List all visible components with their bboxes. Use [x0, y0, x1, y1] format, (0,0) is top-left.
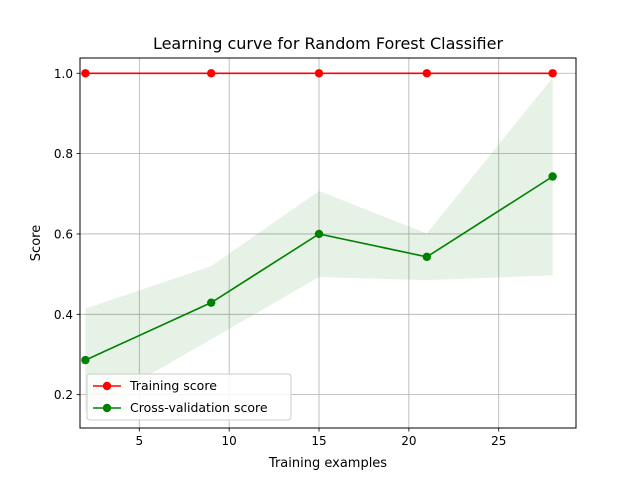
x-axis-label: Training examples [268, 456, 387, 471]
y-tick-label: 0.8 [54, 147, 73, 161]
cross-validation-score-point [314, 229, 324, 239]
x-tick-label: 20 [401, 434, 416, 448]
cross-validation-score-point [548, 172, 557, 181]
x-tick-label: 5 [135, 434, 143, 448]
y-tick-label: 0.4 [54, 308, 73, 322]
cross-validation-score-point [81, 355, 90, 365]
legend-box [86, 373, 292, 421]
score-bands [85, 77, 553, 412]
y-axis-ticks: 0.2 0.4 0.6 0.8 1.0 [54, 67, 80, 402]
training-score-point [548, 69, 557, 78]
series-points [81, 69, 557, 365]
y-tick-label: 0.6 [54, 227, 73, 241]
x-tick-label: 25 [491, 434, 506, 448]
plot-frame [79, 57, 577, 429]
y-tick-label: 0.2 [54, 388, 73, 402]
x-tick-label: 15 [311, 434, 326, 448]
x-axis-ticks: 5 10 15 20 25 [135, 428, 506, 448]
training-score-point [81, 69, 90, 78]
training-score-point [422, 69, 432, 78]
y-axis-label: Score [29, 225, 44, 261]
legend-training-marker [102, 381, 112, 391]
y-tick-label: 1.0 [54, 67, 73, 81]
legend-cv-marker [102, 403, 112, 413]
cross-validation-score-band [85, 77, 553, 412]
legend-cv-label: Cross-validation score [130, 400, 268, 415]
x-tick-label: 10 [222, 434, 237, 448]
cross-validation-score-point [206, 298, 216, 307]
training-score-point [206, 69, 216, 78]
legend-training-label: Training score [129, 378, 217, 393]
training-score-point [314, 69, 324, 78]
chart-title: Learning curve for Random Forest Classif… [153, 34, 504, 53]
cross-validation-score-point [422, 252, 432, 262]
legend: Training score Cross-validation score [86, 373, 292, 421]
